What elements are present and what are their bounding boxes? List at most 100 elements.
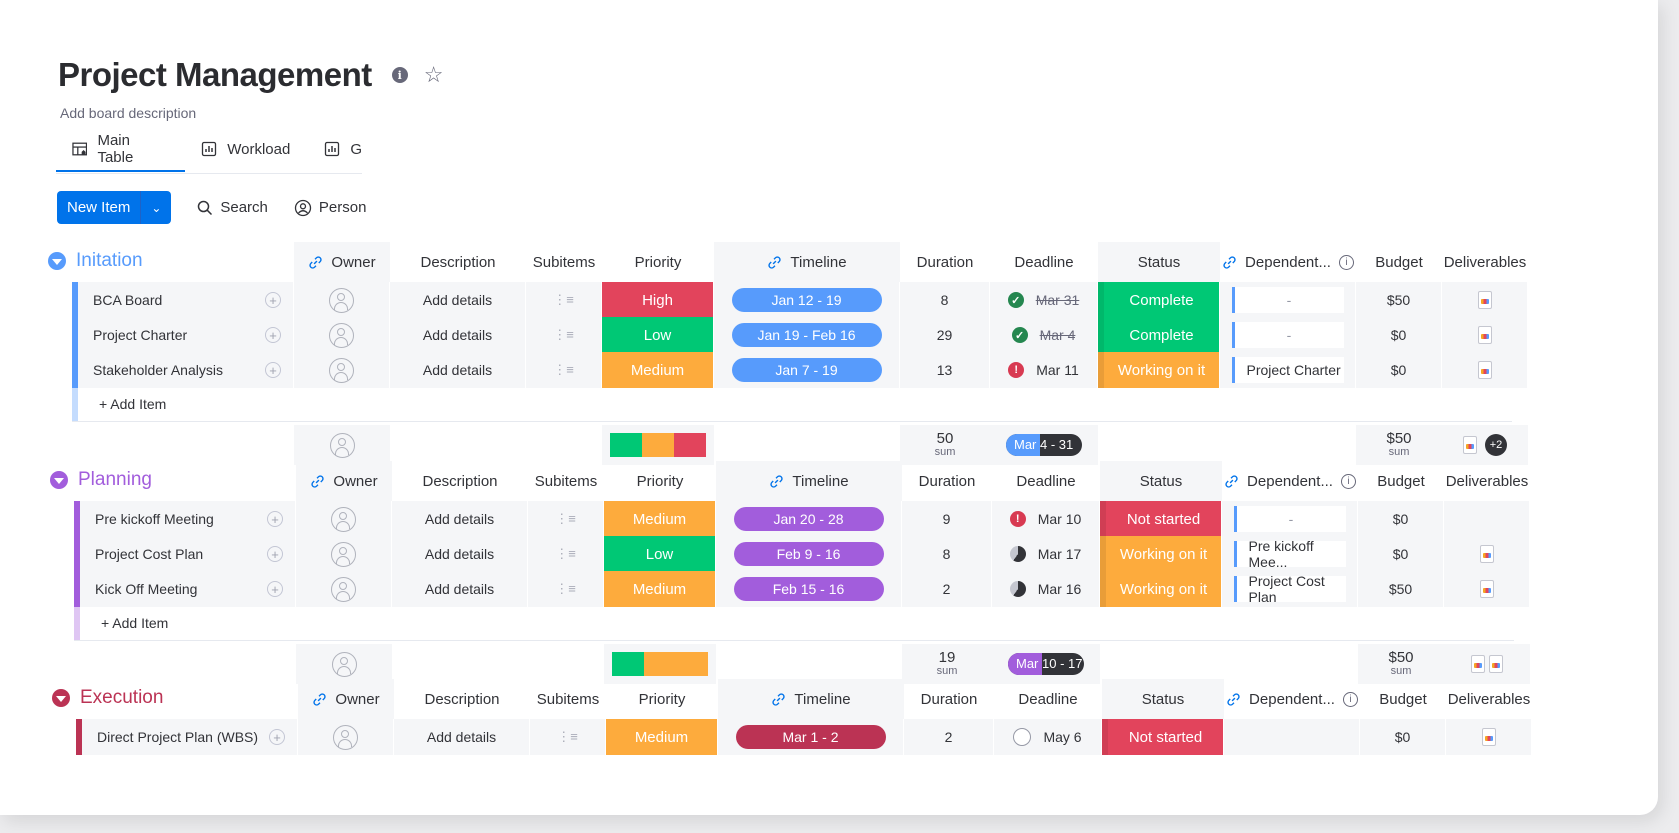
dependent-cell[interactable]: - <box>1220 282 1356 318</box>
item-name-cell[interactable]: Project Cost Plan + <box>74 536 296 572</box>
table-row[interactable]: Direct Project Plan (WBS) + Add details ⋮≡ M… <box>76 719 1532 755</box>
avatar-icon[interactable] <box>329 287 354 313</box>
subitems-icon[interactable]: ⋮≡ <box>555 511 576 526</box>
status-cell[interactable]: Working on it <box>1100 536 1222 572</box>
subitems-icon[interactable]: ⋮≡ <box>555 581 576 596</box>
budget-cell[interactable]: $0 <box>1360 719 1446 755</box>
item-name-cell[interactable]: Pre kickoff Meeting + <box>74 501 296 537</box>
deadline-cell[interactable]: Mar 17 <box>992 536 1100 572</box>
table-row[interactable]: Pre kickoff Meeting + Add details ⋮≡ Medium J… <box>74 501 1530 537</box>
add-item-row[interactable]: + Add Item <box>74 606 1514 641</box>
column-header-duration[interactable]: Duration <box>904 679 994 719</box>
owner-cell[interactable] <box>294 352 390 388</box>
description-cell[interactable]: Add details <box>394 719 530 755</box>
timeline-cell[interactable]: Jan 12 - 19 <box>714 282 900 318</box>
priority-cell[interactable]: High <box>602 282 714 318</box>
owner-cell[interactable] <box>298 719 394 755</box>
add-item-label[interactable]: + Add Item <box>99 396 167 412</box>
info-icon[interactable]: i <box>1340 473 1356 489</box>
subitems-icon[interactable]: ⋮≡ <box>557 729 578 744</box>
group-title[interactable]: Initation <box>48 250 143 272</box>
duration-cell[interactable]: 2 <box>904 719 994 755</box>
column-header-priority[interactable]: Priority <box>604 461 716 501</box>
owner-cell[interactable] <box>294 317 390 353</box>
tab-g[interactable]: G <box>308 128 362 170</box>
add-update-icon[interactable]: + <box>267 581 283 597</box>
dependent-cell[interactable]: - <box>1222 501 1358 537</box>
priority-cell[interactable]: Medium <box>606 719 718 755</box>
deliverables-cell[interactable] <box>1444 536 1530 572</box>
board-description[interactable]: Add board description <box>60 105 197 121</box>
duration-cell[interactable]: 8 <box>902 536 992 572</box>
dependent-cell[interactable]: Project Cost Plan <box>1222 571 1358 607</box>
subitems-icon[interactable]: ⋮≡ <box>553 327 574 342</box>
deadline-cell[interactable]: ✓ Mar 31 <box>990 282 1098 318</box>
budget-cell[interactable]: $50 <box>1356 282 1442 318</box>
person-filter-button[interactable]: Person <box>294 199 366 217</box>
deadline-cell[interactable]: Mar 16 <box>992 571 1100 607</box>
item-name[interactable]: Stakeholder Analysis <box>93 362 223 378</box>
status-cell[interactable]: Working on it <box>1098 352 1220 388</box>
subitems-icon[interactable]: ⋮≡ <box>555 546 576 561</box>
file-icon[interactable] <box>1477 326 1492 344</box>
budget-cell[interactable]: $50 <box>1358 571 1444 607</box>
column-header-deadline[interactable]: Deadline <box>992 461 1100 501</box>
chevron-down-icon[interactable]: ⌄ <box>140 191 171 224</box>
column-header-budget[interactable]: Budget <box>1360 679 1446 719</box>
item-name-cell[interactable]: BCA Board + <box>72 282 294 318</box>
item-name-cell[interactable]: Kick Off Meeting + <box>74 571 296 607</box>
priority-cell[interactable]: Medium <box>604 571 716 607</box>
table-row[interactable]: Stakeholder Analysis + Add details ⋮≡ Medium… <box>72 352 1528 388</box>
column-header-description[interactable]: Description <box>394 679 530 719</box>
budget-cell[interactable]: $0 <box>1358 501 1444 537</box>
column-header-dependent[interactable]: Dependent... i <box>1222 461 1358 501</box>
description-cell[interactable]: Add details <box>392 501 528 537</box>
star-icon[interactable]: ☆ <box>423 62 444 87</box>
add-update-icon[interactable]: + <box>269 729 285 745</box>
table-row[interactable]: BCA Board + Add details ⋮≡ High Jan 12 - 19 8 ✓… <box>72 282 1528 318</box>
column-header-deliverables[interactable]: Deliverables <box>1446 679 1532 719</box>
column-header-deliverables[interactable]: Deliverables <box>1442 242 1528 282</box>
timeline-cell[interactable]: Feb 15 - 16 <box>716 571 902 607</box>
file-icon[interactable] <box>1471 655 1485 673</box>
subitems-cell[interactable]: ⋮≡ <box>528 536 604 572</box>
info-icon[interactable]: i <box>1342 691 1358 707</box>
priority-cell[interactable]: Low <box>602 317 714 353</box>
duration-cell[interactable]: 2 <box>902 571 992 607</box>
chevron-down-icon[interactable] <box>50 471 68 489</box>
deadline-cell[interactable]: May 6 <box>994 719 1102 755</box>
column-header-description[interactable]: Description <box>390 242 526 282</box>
timeline-cell[interactable]: Jan 7 - 19 <box>714 352 900 388</box>
dependent-cell[interactable] <box>1224 719 1360 755</box>
more-files-badge[interactable]: +2 <box>1485 434 1507 456</box>
group-title[interactable]: Planning <box>50 469 152 491</box>
search-button[interactable]: Search <box>197 199 268 216</box>
file-icon[interactable] <box>1477 291 1492 309</box>
dependent-value[interactable]: Project Charter <box>1231 357 1344 383</box>
add-update-icon[interactable]: + <box>267 546 283 562</box>
file-icon[interactable] <box>1479 580 1494 598</box>
description-cell[interactable]: Add details <box>390 282 526 318</box>
status-cell[interactable]: Not started <box>1100 501 1222 537</box>
item-name[interactable]: Project Charter <box>93 327 188 343</box>
description-cell[interactable]: Add details <box>390 317 526 353</box>
avatar-icon[interactable] <box>329 357 354 383</box>
column-header-timeline[interactable]: Timeline <box>716 461 902 501</box>
budget-cell[interactable]: $0 <box>1358 536 1444 572</box>
info-icon[interactable]: i <box>1338 254 1354 270</box>
deadline-cell[interactable]: ! Mar 11 <box>990 352 1098 388</box>
file-icon[interactable] <box>1489 655 1503 673</box>
deliverables-cell[interactable] <box>1444 571 1530 607</box>
dependent-value[interactable]: - <box>1233 506 1346 532</box>
item-name[interactable]: BCA Board <box>93 292 163 308</box>
column-header-priority[interactable]: Priority <box>606 679 718 719</box>
new-item-button[interactable]: New Item ⌄ <box>57 191 172 224</box>
timeline-cell[interactable]: Feb 9 - 16 <box>716 536 902 572</box>
add-update-icon[interactable]: + <box>265 327 281 343</box>
deliverables-cell[interactable] <box>1442 352 1528 388</box>
column-header-subitems[interactable]: Subitems <box>530 679 606 719</box>
column-header-status[interactable]: Status <box>1100 461 1222 501</box>
description-cell[interactable]: Add details <box>390 352 526 388</box>
info-icon[interactable]: i <box>391 67 408 83</box>
description-cell[interactable]: Add details <box>392 571 528 607</box>
